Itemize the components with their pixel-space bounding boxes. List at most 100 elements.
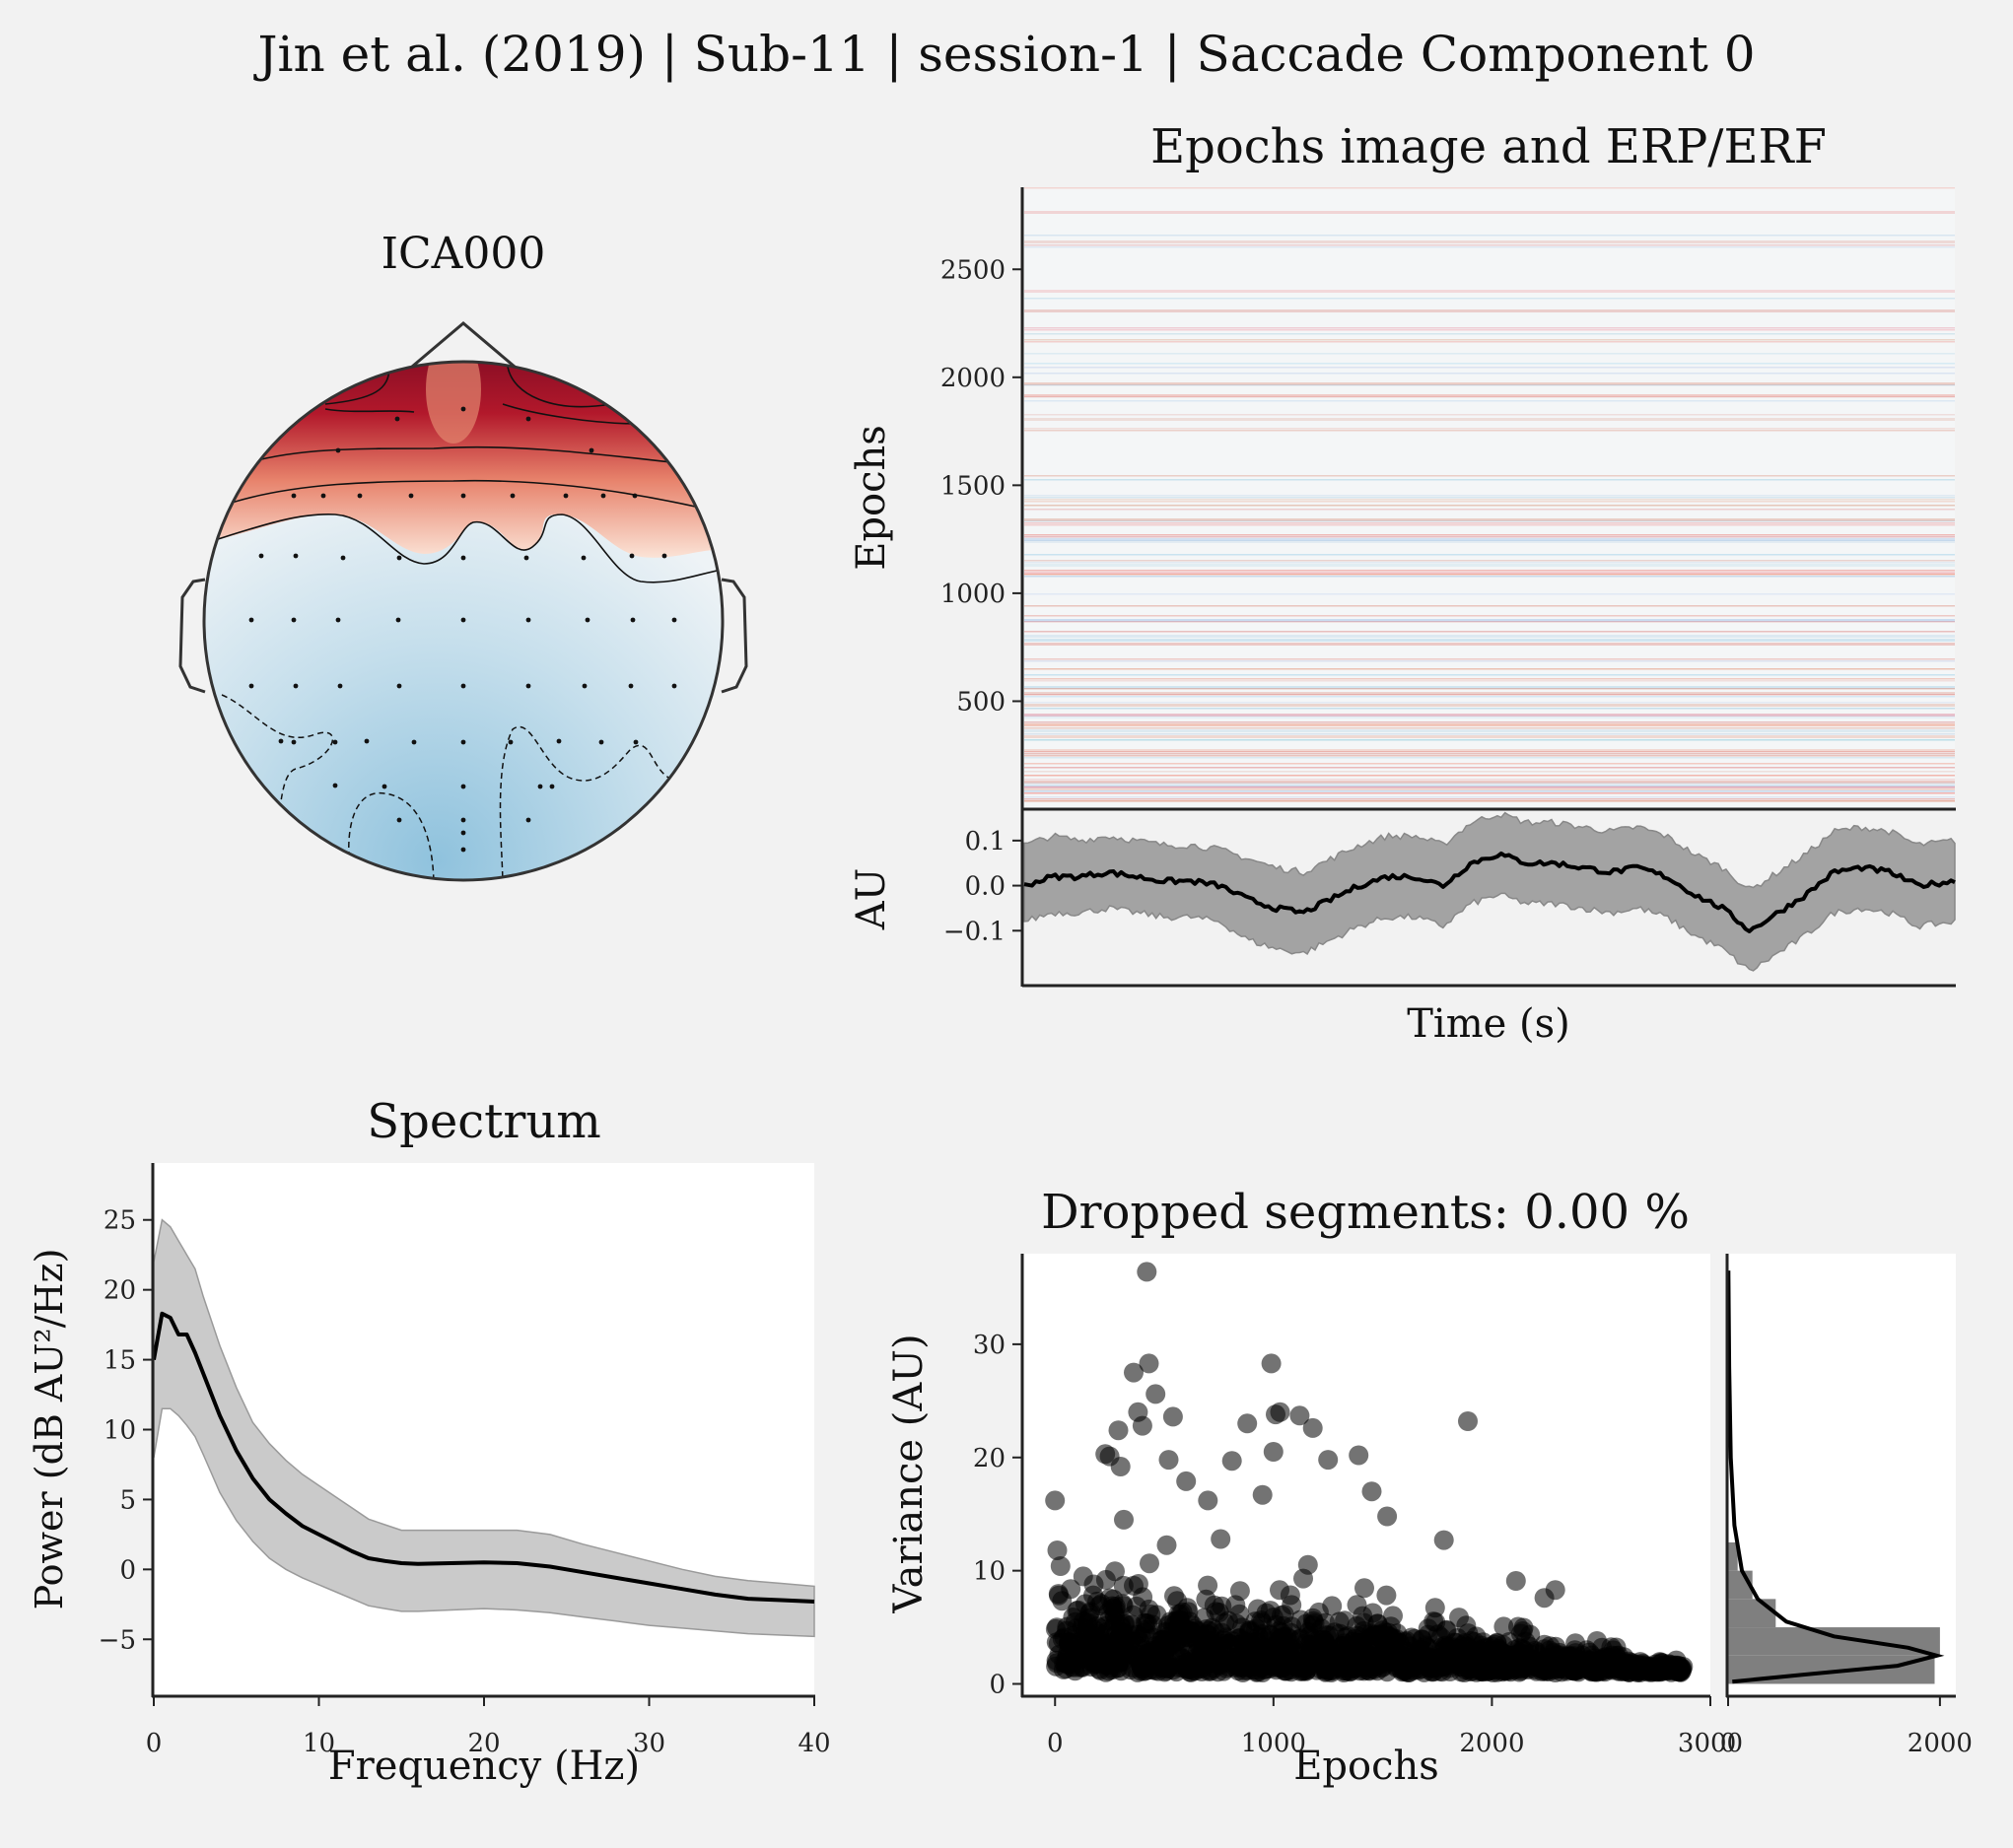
heatmap-row — [1024, 367, 1955, 369]
head-outline — [178, 321, 748, 882]
variance-point — [1613, 1662, 1633, 1681]
variance-point — [1360, 1623, 1381, 1644]
epochs-ytick-label: 1000 — [940, 580, 1006, 609]
spectrum-yticks: −5 0 5 10 15 20 25 — [99, 1206, 153, 1655]
spectrum-xtick-label: 0 — [146, 1729, 163, 1758]
variance-point — [1302, 1417, 1323, 1438]
variance-point — [1494, 1643, 1514, 1664]
variance-point — [1449, 1608, 1469, 1628]
variance-point — [1088, 1659, 1109, 1679]
heatmap-row — [1024, 639, 1955, 642]
heatmap-row — [1024, 702, 1955, 704]
variance-point — [1508, 1616, 1528, 1637]
erp-xlabel: Time (s) — [1407, 1001, 1570, 1047]
variance-ytick-label: 0 — [989, 1671, 1006, 1700]
hist-xticks: 0 2000 — [1720, 1696, 1973, 1758]
topomap-title: ICA000 — [382, 229, 546, 279]
heatmap-row — [1024, 522, 1955, 524]
heatmap-row — [1024, 298, 1955, 300]
variance-point — [1433, 1530, 1454, 1550]
heatmap-row — [1024, 554, 1955, 556]
heatmap-row — [1024, 792, 1955, 794]
erp-yticks: 0.1 0.0 −0.1 — [943, 827, 1022, 946]
heatmap-row — [1024, 635, 1955, 638]
heatmap-row — [1024, 339, 1955, 341]
heatmap-row — [1024, 290, 1955, 293]
heatmap-row — [1024, 619, 1955, 622]
variance-point — [1156, 1535, 1177, 1555]
heatmap-row — [1024, 714, 1955, 717]
figure-suptitle: Jin et al. (2019) | Sub-11 | session-1 |… — [252, 26, 1755, 83]
heatmap-row — [1024, 418, 1955, 421]
heatmap-row — [1024, 540, 1955, 543]
heatmap-row — [1024, 562, 1955, 564]
variance-point — [1085, 1636, 1106, 1657]
variance-point — [1515, 1631, 1536, 1652]
variance-point — [1132, 1415, 1152, 1436]
variance-point — [1603, 1640, 1624, 1661]
erp-ytick-label: 0.1 — [965, 827, 1006, 856]
heatmap-row — [1024, 729, 1955, 732]
variance-point — [1466, 1640, 1487, 1661]
variance-point — [1169, 1628, 1190, 1649]
heatmap-row — [1024, 781, 1955, 784]
erp-ylabel: AU — [849, 868, 894, 931]
variance-point — [1277, 1661, 1297, 1681]
heatmap-row — [1024, 660, 1955, 662]
heatmap-row — [1024, 574, 1955, 576]
heatmap-row — [1024, 704, 1955, 707]
variance-point — [1052, 1591, 1073, 1611]
spectrum-ytick-label: −5 — [99, 1625, 136, 1655]
variance-point — [1047, 1540, 1068, 1560]
heatmap-row — [1024, 327, 1955, 329]
erp-ytick-label: 0.0 — [965, 872, 1006, 902]
heatmap-row — [1024, 518, 1955, 521]
variance-point — [1334, 1661, 1354, 1681]
variance-point — [1302, 1608, 1323, 1628]
variance-point — [1263, 1442, 1284, 1462]
spectrum-ylabel: Power (dB AU²/Hz) — [28, 1249, 71, 1610]
heatmap-row — [1024, 538, 1955, 541]
spectrum-xlabel: Frequency (Hz) — [328, 1744, 640, 1789]
spectrum-ytick-label: 5 — [119, 1485, 136, 1515]
heatmap-row — [1024, 678, 1955, 680]
heatmap-row — [1024, 211, 1955, 214]
variance-point — [1412, 1629, 1432, 1650]
topomap-field — [204, 362, 723, 880]
heatmap-row — [1024, 341, 1955, 343]
heatmap-row — [1024, 475, 1955, 477]
spectrum-xticks: 0 10 20 30 40 — [146, 1696, 831, 1758]
variance-point — [1280, 1585, 1300, 1606]
variance-point — [1252, 1484, 1273, 1505]
variance-scatter-outliers — [1045, 1262, 1693, 1680]
variance-point — [1427, 1624, 1448, 1645]
topomap-negative-contours — [221, 694, 671, 880]
variance-point — [1376, 1585, 1397, 1606]
variance-point — [1140, 1553, 1159, 1574]
variance-point — [1124, 1575, 1144, 1596]
variance-point — [1214, 1633, 1234, 1654]
variance-point — [1289, 1405, 1310, 1426]
heatmap-row — [1024, 783, 1955, 785]
heatmap-row — [1024, 187, 1955, 189]
spectrum-panel: Spectrum 0 10 20 30 40 −5 0 5 10 15 20 25 Frequenc… — [28, 1094, 831, 1789]
heatmap-row — [1024, 396, 1955, 398]
heatmap-row — [1024, 733, 1955, 735]
variance-point — [1198, 1575, 1218, 1596]
heatmap-row — [1024, 570, 1955, 572]
variance-point — [1234, 1649, 1255, 1670]
variance-point — [1192, 1662, 1213, 1681]
variance-point — [1154, 1662, 1175, 1682]
variance-point — [1293, 1568, 1313, 1589]
spectrum-ytick-label: 25 — [104, 1206, 136, 1236]
hist-bar — [1728, 1599, 1776, 1628]
hist-bar — [1728, 1541, 1738, 1571]
heatmap-row — [1024, 749, 1955, 752]
heatmap-row — [1024, 353, 1955, 355]
variance-point — [1505, 1571, 1526, 1591]
variance-point — [1057, 1616, 1077, 1637]
variance-point — [1253, 1656, 1274, 1677]
variance-point — [1218, 1657, 1239, 1677]
spectrum-ytick-label: 10 — [104, 1416, 136, 1446]
heatmap-row — [1024, 787, 1955, 788]
